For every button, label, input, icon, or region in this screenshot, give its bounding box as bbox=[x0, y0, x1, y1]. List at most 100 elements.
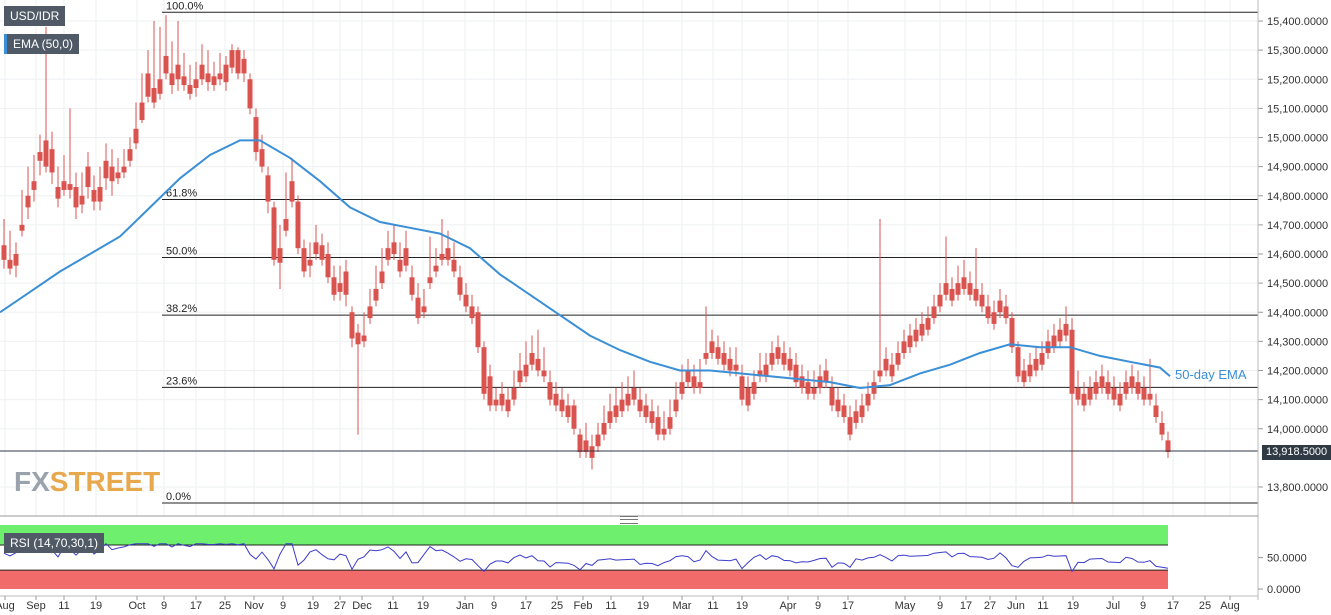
fxstreet-logo: FXSTREET bbox=[14, 466, 160, 498]
candle-body bbox=[43, 140, 49, 167]
candle-body bbox=[691, 376, 697, 388]
candle-body bbox=[1015, 347, 1021, 377]
candle-body bbox=[337, 283, 343, 292]
candle-body bbox=[793, 364, 799, 383]
candle-body bbox=[19, 224, 25, 231]
candle-body bbox=[1141, 387, 1147, 400]
candle-body bbox=[565, 405, 571, 418]
price-tick-label: 13,800.0000 bbox=[1267, 482, 1328, 494]
time-tick-label: 17 bbox=[960, 600, 972, 612]
candle-body bbox=[391, 242, 397, 254]
candle-body bbox=[349, 312, 355, 339]
candle-body bbox=[139, 102, 145, 121]
candle-body bbox=[259, 149, 265, 167]
candle-body bbox=[679, 382, 685, 394]
time-tick-label: 19 bbox=[1067, 600, 1079, 612]
candle-body bbox=[445, 248, 451, 260]
time-tick-label: Aug bbox=[0, 600, 15, 612]
candle-body bbox=[913, 329, 919, 342]
candle-body bbox=[817, 376, 823, 388]
time-tick-label: 9 bbox=[937, 600, 943, 612]
time-tick-label: 27 bbox=[334, 600, 346, 612]
time-tick-label: Jul bbox=[1106, 600, 1120, 612]
rsi-indicator-label[interactable]: RSI (14,70,30,1) bbox=[4, 533, 105, 553]
candle-body bbox=[247, 79, 253, 109]
candle-body bbox=[415, 297, 421, 319]
candle-body bbox=[871, 382, 877, 394]
candle-body bbox=[289, 181, 295, 202]
candle-body bbox=[433, 265, 439, 272]
candle-body bbox=[781, 353, 787, 365]
time-tick-label: 27 bbox=[984, 600, 996, 612]
time-tick-label: 17 bbox=[190, 600, 202, 612]
candle-body bbox=[223, 64, 229, 83]
rsi-overbought-zone bbox=[0, 525, 1168, 545]
time-tick-label: 9 bbox=[815, 600, 821, 612]
price-tick-label: 14,800.0000 bbox=[1267, 191, 1328, 203]
candle-body bbox=[601, 422, 607, 435]
candle-body bbox=[1033, 358, 1039, 371]
price-grid bbox=[0, 0, 1258, 516]
candle-body bbox=[637, 399, 643, 412]
time-tick-label: 11 bbox=[1037, 600, 1048, 612]
ema-indicator-label[interactable]: EMA (50,0) bbox=[4, 34, 80, 54]
candle-body bbox=[397, 259, 403, 272]
candle-body bbox=[829, 387, 835, 406]
candlestick-series bbox=[1, 15, 1171, 504]
candle-body bbox=[427, 277, 433, 284]
rsi-tick-label: 0.0000 bbox=[1267, 584, 1301, 596]
candle-body bbox=[973, 288, 979, 301]
candle-body bbox=[235, 50, 241, 74]
symbol-label[interactable]: USD/IDR bbox=[4, 6, 66, 26]
candle-body bbox=[109, 166, 115, 182]
candle-body bbox=[1075, 387, 1081, 400]
candle-body bbox=[481, 347, 487, 394]
fib-label: 0.0% bbox=[166, 491, 191, 503]
candle-body bbox=[607, 411, 613, 423]
candle-body bbox=[217, 73, 223, 80]
candle-body bbox=[505, 399, 511, 412]
time-tick-label: 11 bbox=[387, 600, 398, 612]
candle-body bbox=[295, 201, 301, 249]
time-tick-label: 9 bbox=[1140, 600, 1146, 612]
price-tick-label: 15,100.0000 bbox=[1267, 103, 1328, 115]
time-tick-label: 9 bbox=[280, 600, 286, 612]
candle-body bbox=[163, 55, 169, 74]
candle-body bbox=[241, 58, 247, 74]
candle-body bbox=[1129, 376, 1135, 388]
candle-body bbox=[919, 323, 925, 336]
ema-line bbox=[0, 139, 1171, 390]
candle-body bbox=[775, 347, 781, 359]
candle-body bbox=[493, 399, 499, 406]
candle-body bbox=[1093, 382, 1099, 394]
candle-body bbox=[61, 181, 67, 190]
candle-body bbox=[823, 370, 829, 383]
candle-body bbox=[181, 76, 187, 86]
candle-body bbox=[499, 393, 505, 406]
candle-body bbox=[805, 382, 811, 394]
candle-body bbox=[1, 245, 7, 260]
candle-body bbox=[1051, 335, 1057, 348]
candle-body bbox=[121, 166, 127, 173]
candle-body bbox=[967, 283, 973, 295]
logo-part-1: FX bbox=[14, 466, 50, 497]
time-axis: Aug Sep 11 19 Oct 9 17 25 Nov 9 19 27 Dec 11 19 Jan 9 17 2… bbox=[0, 595, 1258, 612]
candle-body bbox=[511, 387, 517, 400]
candle-body bbox=[421, 306, 427, 313]
candle-body bbox=[1039, 353, 1045, 365]
candle-body bbox=[889, 364, 895, 377]
candle-body bbox=[769, 353, 775, 365]
candle-body bbox=[673, 399, 679, 412]
time-tick-label: May bbox=[895, 600, 916, 612]
candle-body bbox=[991, 312, 997, 324]
candle-body bbox=[1027, 364, 1033, 377]
candle-body bbox=[595, 434, 601, 447]
time-tick-label: Aug bbox=[1220, 600, 1240, 612]
time-tick-label: 11 bbox=[58, 600, 69, 612]
fib-label: 38.2% bbox=[166, 303, 197, 315]
candle-body bbox=[145, 73, 151, 97]
pane-resize-handle[interactable] bbox=[620, 516, 638, 524]
candle-body bbox=[157, 79, 163, 94]
ema-annotation: 50-day EMA bbox=[1175, 367, 1247, 382]
candle-body bbox=[985, 306, 991, 319]
